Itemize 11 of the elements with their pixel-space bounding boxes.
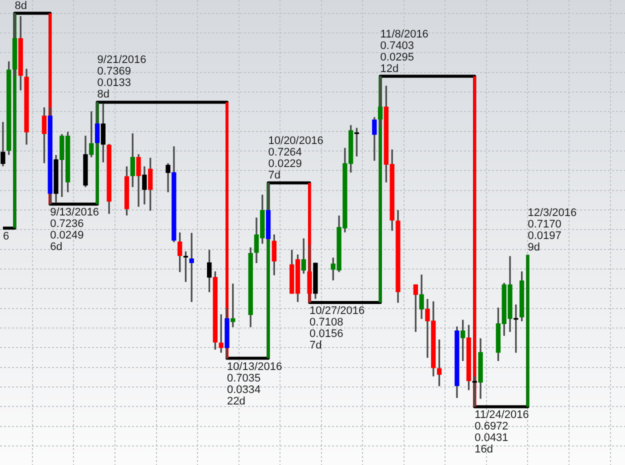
annotation: 11/8/2016 0.7403 0.0295 12d [380, 28, 428, 75]
annotation: 6 [2, 230, 10, 243]
annotation: 9/21/2016 0.7369 0.0133 8d [97, 54, 146, 101]
annotation: 10/27/2016 0.7108 0.0156 7d [310, 304, 365, 352]
annotation: 10/13/2016 0.7035 0.0334 22d [227, 360, 282, 408]
annotation: 11/24/2016 0.6972 0.0431 16d [474, 409, 529, 456]
annotation: 9/13/2016 0.7236 0.0249 6d [50, 206, 100, 254]
annotation: 12/3/2016 0.7170 0.0197 9d [528, 206, 577, 254]
annotation: 8d [14, 0, 27, 12]
annotation: 10/20/2016 0.7264 0.0229 7d [268, 134, 324, 182]
candlestick [514, 304, 518, 353]
